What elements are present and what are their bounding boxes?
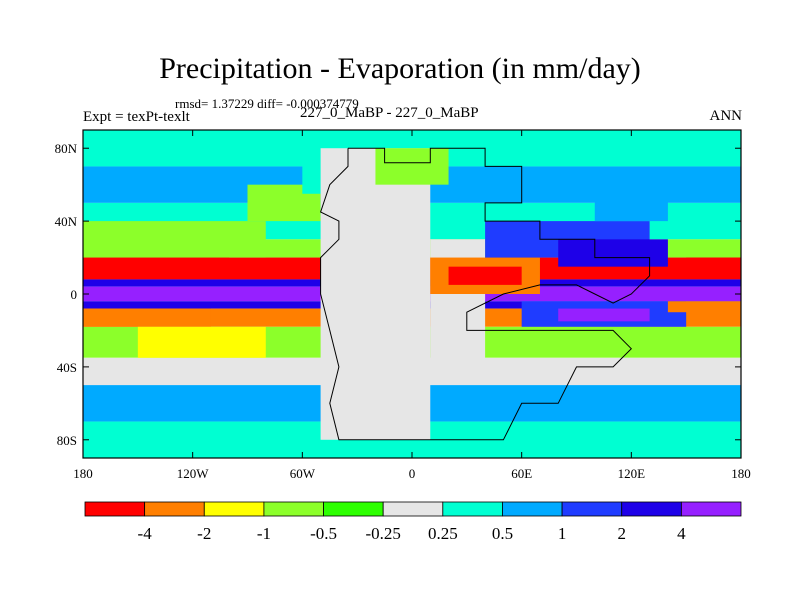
y-tick-label-3: 40S [57,360,77,375]
colorbar-label-1: -2 [197,524,211,543]
colorbar-label-2: -1 [257,524,271,543]
field-region-17 [667,301,741,313]
y-tick-label-0: 80N [55,141,78,156]
x-tick-label-1: 120W [177,466,210,481]
field-region-10 [448,266,522,285]
field-region-11 [521,326,632,349]
colorbar-box-6 [442,501,503,517]
colorbar-box-10 [680,501,742,517]
colorbar-box-3 [263,501,324,517]
x-tick-label-2: 60W [290,466,316,481]
field-region-3 [137,326,266,358]
continent-outline [319,147,651,441]
colorbar-label-9: 4 [677,524,686,543]
colorbar-box-2 [203,501,265,517]
colorbar-label-5: 0.25 [428,524,458,543]
colorbar-label-0: -4 [138,524,153,543]
field-region-16 [686,257,741,276]
x-tick-label-5: 120E [618,466,646,481]
colorbar-box-4 [323,501,384,517]
colorbar-box-7 [502,501,563,517]
comparison-label: 227_0_MaBP - 227_0_MaBP [300,105,479,121]
field-region-2 [83,221,266,258]
field-region-13 [558,239,668,267]
colorbar-label-7: 1 [558,524,567,543]
field-region-7 [375,148,449,185]
field-region-0 [83,257,230,273]
colorbar-label-3: -0.5 [310,524,337,543]
colorbar-box-9 [621,501,682,517]
x-tick-label-0: 180 [73,466,93,481]
colorbar-label-4: -0.25 [365,524,400,543]
x-tick-label-4: 60E [511,466,532,481]
colorbar-box-5 [382,501,444,517]
colorbar-box-8 [561,501,623,517]
stats-label: rmsd= 1.37229 diff= -0.000374779 [175,96,359,111]
field-region-18 [594,184,668,222]
y-tick-label-1: 40N [55,214,78,229]
colorbar-box-1 [144,501,205,517]
chart-title: Precipitation - Evaporation (in mm/day) [159,52,641,85]
colorbar-label-8: 2 [617,524,626,543]
colorbar-label-6: 0.5 [492,524,513,543]
x-tick-label-3: 0 [409,466,416,481]
y-tick-label-2: 0 [71,287,78,302]
field-region-6 [320,148,431,440]
experiment-label: Expt = texPt-texlt [83,109,190,125]
y-tick-label-4: 80S [57,433,77,448]
field-region-15 [558,308,650,322]
colorbar-box-0 [84,501,146,517]
season-label: ANN [709,108,743,124]
x-tick-label-6: 180 [731,466,751,481]
field-region-1 [83,308,211,327]
